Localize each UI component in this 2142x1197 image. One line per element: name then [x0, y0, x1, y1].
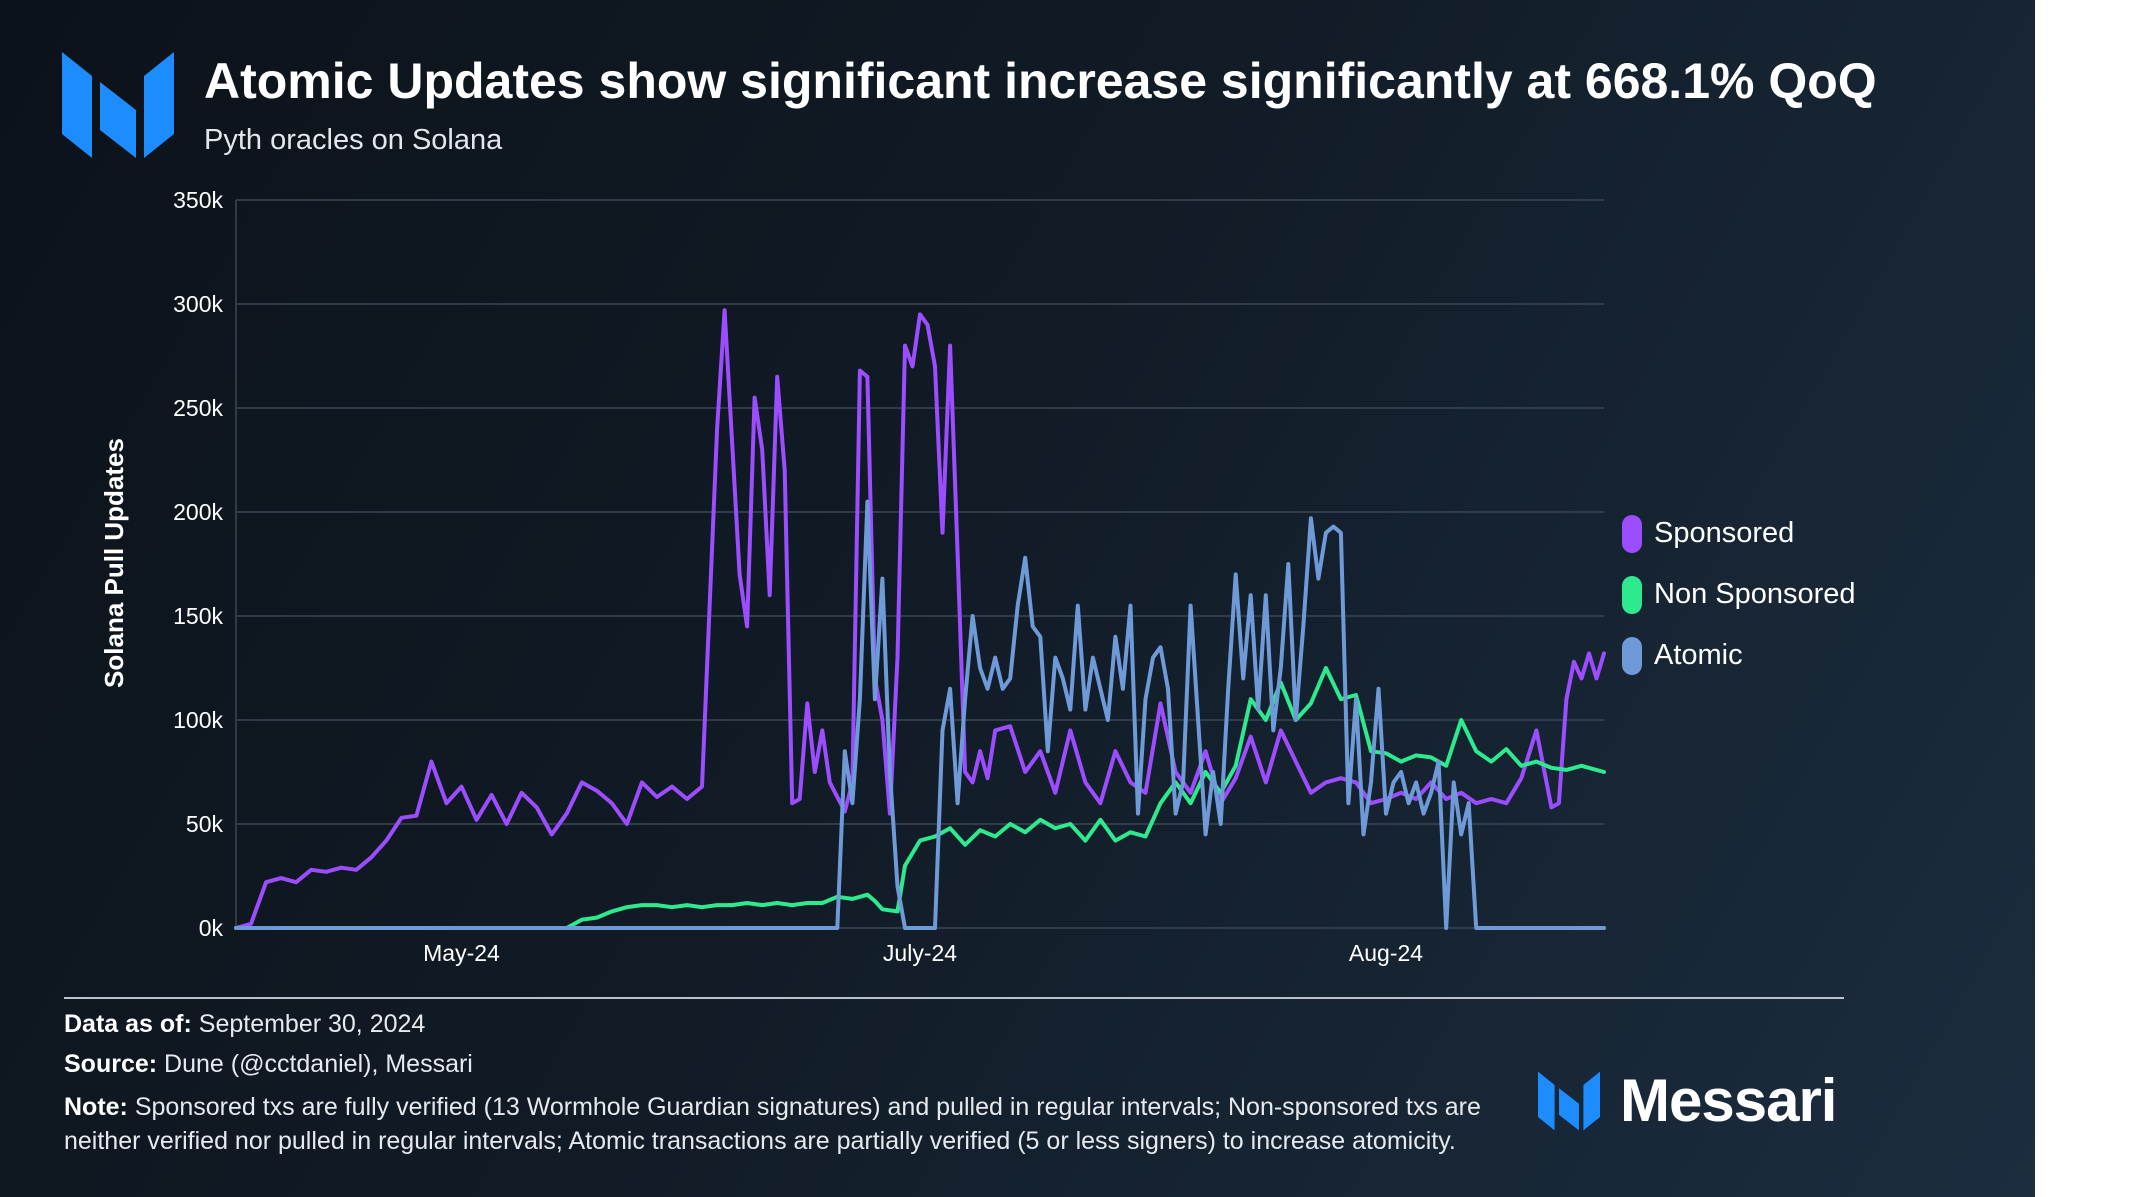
y-tick-label: 150k — [173, 603, 223, 629]
chart-legend: Sponsored Non Sponsored Atomic — [1622, 503, 1856, 686]
data-as-of-label: Data as of: — [64, 1010, 192, 1038]
footer-divider — [64, 997, 1844, 999]
chart-title: Atomic Updates show significant increase… — [204, 53, 1877, 109]
y-axis-ticks: 0k 50k 100k 150k 200k 250k 300k 350k — [173, 187, 223, 941]
legend-label: Non Sponsored — [1654, 578, 1856, 610]
legend-swatch — [1622, 514, 1642, 553]
legend-swatch — [1622, 636, 1642, 675]
data-as-of-value: September 30, 2024 — [198, 1010, 426, 1038]
y-tick-label: 300k — [173, 291, 223, 317]
footer-note: Note: Sponsored txs are fully verified (… — [64, 1090, 1534, 1158]
grid-lines — [235, 199, 1604, 929]
legend-item-atomic: Atomic — [1622, 625, 1856, 686]
note-label: Note: — [64, 1093, 128, 1121]
y-tick-label: 350k — [173, 187, 223, 213]
y-axis-label: Solana Pull Updates — [99, 438, 129, 688]
chart-subtitle: Pyth oracles on Solana — [204, 124, 503, 156]
note-value: Sponsored txs are fully verified (13 Wor… — [64, 1093, 1481, 1155]
x-axis-ticks: May-24 July-24 Aug-24 — [423, 940, 1423, 966]
y-tick-label: 200k — [173, 499, 223, 525]
line-chart: 0k 50k 100k 150k 200k 250k 300k 350k May-24 July… — [99, 187, 1606, 966]
brand-lockup: Messari — [1538, 1066, 1837, 1135]
x-tick-label: May-24 — [423, 940, 500, 966]
y-tick-label: 50k — [186, 811, 224, 837]
series-line-atomic — [234, 499, 1606, 930]
messari-logo-icon — [62, 52, 174, 158]
messari-logo-icon — [1538, 1071, 1600, 1130]
chart-card: Atomic Updates show significant increase… — [0, 0, 2035, 1197]
brand-name: Messari — [1620, 1067, 1837, 1134]
legend-item-non-sponsored: Non Sponsored — [1622, 564, 1856, 625]
y-tick-label: 0k — [199, 915, 224, 941]
y-tick-label: 100k — [173, 707, 223, 733]
x-tick-label: Aug-24 — [1349, 940, 1423, 966]
y-tick-label: 250k — [173, 395, 223, 421]
legend-item-sponsored: Sponsored — [1622, 503, 1856, 564]
series-line-non-sponsored — [234, 666, 1606, 930]
x-tick-label: July-24 — [883, 940, 957, 966]
series-lines — [234, 308, 1606, 930]
footer-source: Source: Dune (@cctdaniel), Messari — [64, 1050, 473, 1079]
footer-data-as-of: Data as of: September 30, 2024 — [64, 1010, 425, 1039]
legend-swatch — [1622, 575, 1642, 614]
source-label: Source: — [64, 1050, 158, 1078]
legend-label: Sponsored — [1654, 517, 1795, 549]
source-value: Dune (@cctdaniel), Messari — [164, 1050, 473, 1078]
series-line-sponsored — [234, 308, 1606, 930]
legend-label: Atomic — [1654, 639, 1743, 671]
